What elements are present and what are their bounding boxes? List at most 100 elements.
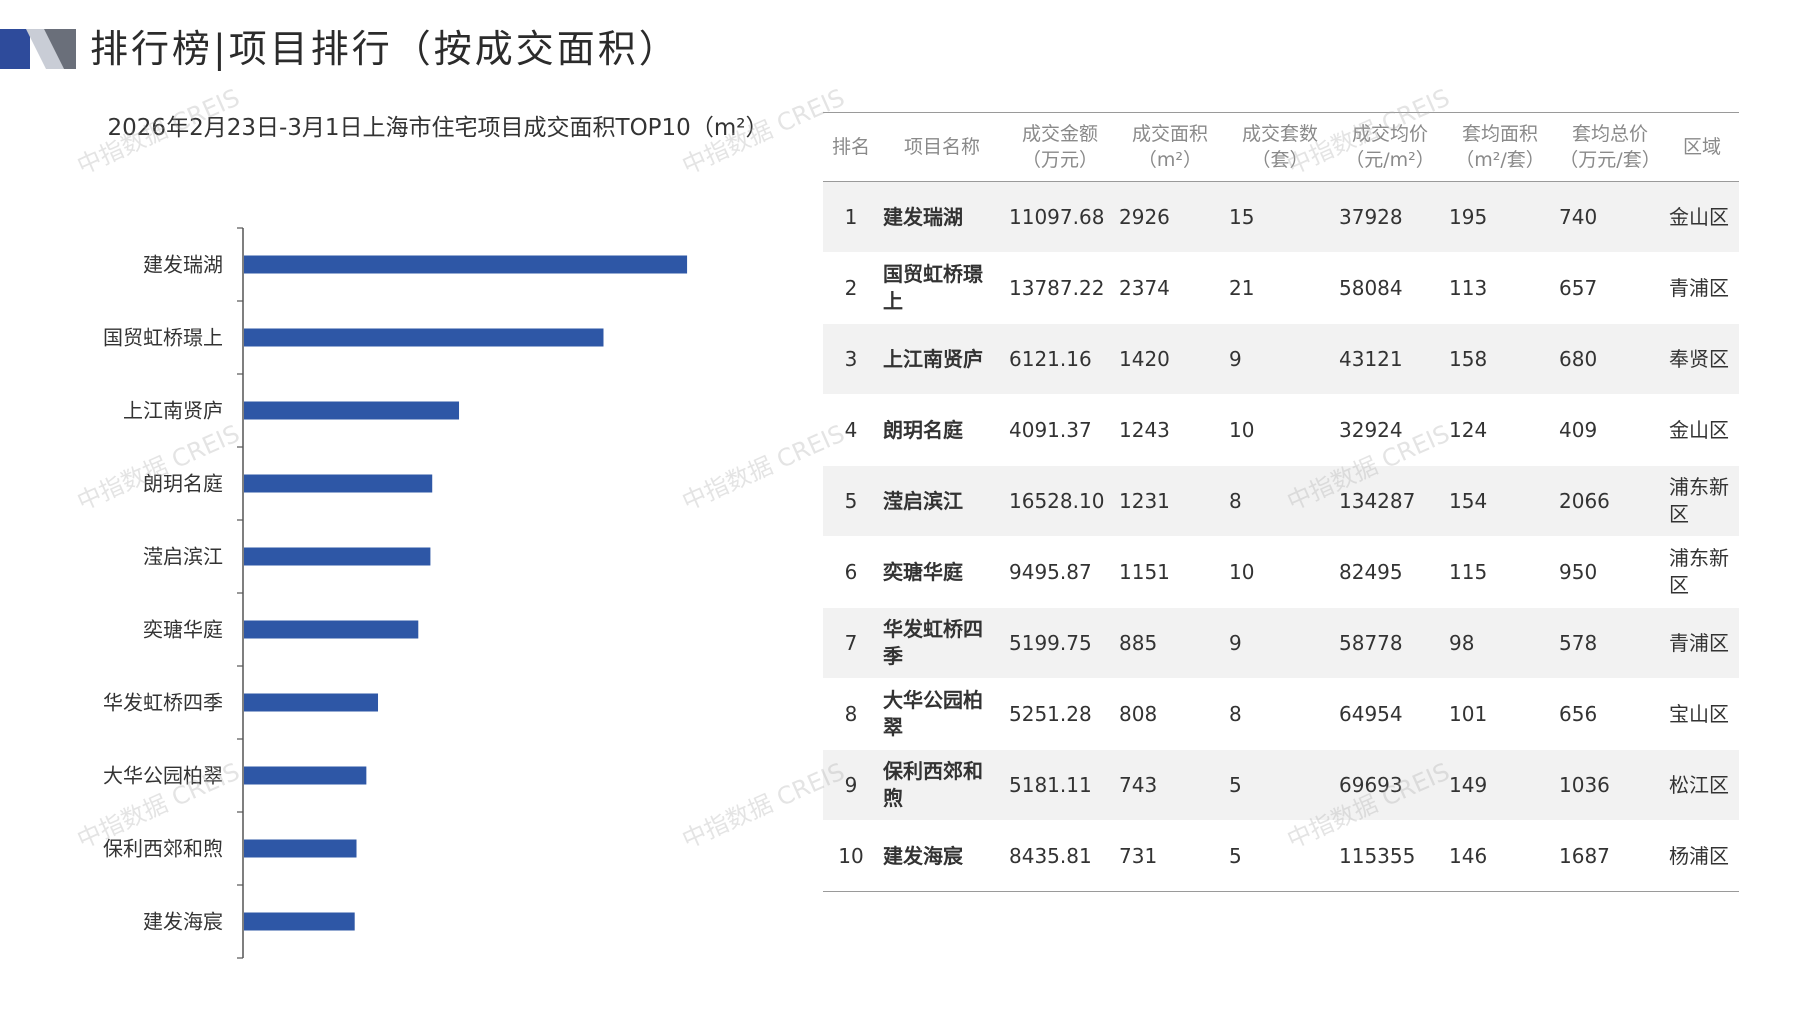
table-row: 5 滢启滨江 16528.10 1231 8 134287 154 2066 浦东新区: [823, 465, 1739, 537]
table-cell: 5181.11: [1005, 749, 1115, 821]
chart-title: 2026年2月23日-3月1日上海市住宅项目成交面积TOP10（m²）: [107, 115, 769, 141]
table-cell: 740: [1555, 181, 1665, 253]
table-cell: 158: [1445, 323, 1555, 395]
table-cell: 杨浦区: [1665, 820, 1739, 892]
table-cell: 146: [1445, 820, 1555, 892]
table-cell: 国贸虹桥璟上: [879, 252, 1005, 324]
table-cell: 950: [1555, 536, 1665, 608]
table-cell: 149: [1445, 749, 1555, 821]
table-cell: 3: [823, 323, 879, 395]
table-cell: 2926: [1115, 181, 1225, 253]
table-cell: 1243: [1115, 394, 1225, 466]
column-header: 套均面积 （m²/套）: [1455, 123, 1545, 171]
table-cell: 21: [1225, 252, 1335, 324]
table-cell: 松江区: [1665, 749, 1739, 821]
table-cell: 8: [823, 678, 879, 750]
table-cell: 8: [1225, 465, 1335, 537]
table-cell: 1036: [1555, 749, 1665, 821]
table-cell: 9: [1225, 323, 1335, 395]
table-row: 6 奕瑭华庭 9495.87 1151 10 82495 115 950 浦东新区: [823, 536, 1739, 608]
table-row: 3 上江南贤庐 6121.16 1420 9 43121 158 680 奉贤区: [823, 323, 1739, 395]
table-cell: 32924: [1335, 394, 1445, 466]
table-cell: 奕瑭华庭: [879, 536, 1005, 608]
table-cell: 37928: [1335, 181, 1445, 253]
category-label: 建发海宸: [143, 910, 223, 934]
table-cell: 58084: [1335, 252, 1445, 324]
table-cell: 101: [1445, 678, 1555, 750]
table-cell: 6: [823, 536, 879, 608]
table-cell: 154: [1445, 465, 1555, 537]
table-cell: 1151: [1115, 536, 1225, 608]
table-cell: 滢启滨江: [879, 465, 1005, 537]
table-cell: 1: [823, 181, 879, 253]
table-cell: 金山区: [1665, 394, 1739, 466]
table-cell: 409: [1555, 394, 1665, 466]
column-header: 排名: [831, 136, 870, 158]
table-row: 10 建发海宸 8435.81 731 5 115355 146 1687 杨浦区: [823, 820, 1739, 892]
table-cell: 10: [823, 820, 879, 892]
column-header: 项目名称: [903, 136, 980, 158]
table-cell: 奉贤区: [1665, 323, 1739, 395]
table-row: 8 大华公园柏翠 5251.28 808 8 64954 101 656 宝山区: [823, 678, 1739, 750]
table-cell: 建发瑞湖: [879, 181, 1005, 253]
category-label: 华发虹桥四季: [103, 691, 223, 715]
column-header: 成交均价 （元/m²）: [1345, 123, 1435, 171]
table-cell: 82495: [1335, 536, 1445, 608]
table-cell: 9: [823, 749, 879, 821]
table-row: 2 国贸虹桥璟上 13787.22 2374 21 58084 113 657 青浦区: [823, 252, 1739, 324]
table-cell: 8: [1225, 678, 1335, 750]
table-cell: 578: [1555, 607, 1665, 679]
table-cell: 青浦区: [1665, 607, 1739, 679]
table-cell: 9: [1225, 607, 1335, 679]
table-cell: 15: [1225, 181, 1335, 253]
table-cell: 5: [1225, 820, 1335, 892]
table-cell: 浦东新区: [1665, 465, 1739, 537]
bar: [244, 839, 357, 858]
bar: [244, 401, 460, 420]
table-cell: 大华公园柏翠: [879, 678, 1005, 750]
column-header: 成交面积 （m²）: [1131, 123, 1208, 171]
table-cell: 9495.87: [1005, 536, 1115, 608]
table-cell: 743: [1115, 749, 1225, 821]
table-cell: 2066: [1555, 465, 1665, 537]
table-cell: 115: [1445, 536, 1555, 608]
table-cell: 2: [823, 252, 879, 324]
bar: [244, 547, 431, 566]
table-row: 4 朗玥名庭 4091.37 1243 10 32924 124 409 金山区: [823, 394, 1739, 466]
category-label: 奕瑭华庭: [143, 618, 223, 642]
table-cell: 青浦区: [1665, 252, 1739, 324]
table-cell: 上江南贤庐: [879, 323, 1005, 395]
ranking-table: 排名 项目名称 成交金额 （万元） 成交面积 （m²） 成交套数 （套） 成交均价 （元/m²） 套…: [823, 112, 1739, 892]
table-cell: 10: [1225, 536, 1335, 608]
table-header-row: 排名 项目名称 成交金额 （万元） 成交面积 （m²） 成交套数 （套） 成交均价 （元/m²） 套…: [823, 112, 1739, 182]
category-label: 保利西郊和煦: [103, 837, 223, 861]
table-cell: 58778: [1335, 607, 1445, 679]
table-cell: 10: [1225, 394, 1335, 466]
bar: [244, 328, 604, 347]
table-cell: 13787.22: [1005, 252, 1115, 324]
bar: [244, 693, 379, 712]
table-cell: 885: [1115, 607, 1225, 679]
column-header: 成交套数 （套）: [1241, 123, 1318, 171]
bar-chart: 建发瑞湖国贸虹桥璟上上江南贤庐朗玥名庭滢启滨江奕瑭华庭华发虹桥四季大华公园柏翠保…: [103, 227, 688, 959]
table-cell: 680: [1555, 323, 1665, 395]
table-cell: 134287: [1335, 465, 1445, 537]
table-cell: 7: [823, 607, 879, 679]
table-cell: 金山区: [1665, 181, 1739, 253]
table-cell: 64954: [1335, 678, 1445, 750]
bar: [244, 766, 367, 785]
table-cell: 115355: [1335, 820, 1445, 892]
table-cell: 8435.81: [1005, 820, 1115, 892]
table-cell: 5: [823, 465, 879, 537]
table-cell: 11097.68: [1005, 181, 1115, 253]
table-cell: 4091.37: [1005, 394, 1115, 466]
table-cell: 朗玥名庭: [879, 394, 1005, 466]
table-row: 1 建发瑞湖 11097.68 2926 15 37928 195 740 金山区: [823, 181, 1739, 253]
table-cell: 124: [1445, 394, 1555, 466]
table-cell: 宝山区: [1665, 678, 1739, 750]
table-cell: 113: [1445, 252, 1555, 324]
table-cell: 5199.75: [1005, 607, 1115, 679]
page-title: 排行榜|项目排行（按成交面积）: [90, 27, 680, 71]
table-cell: 建发海宸: [879, 820, 1005, 892]
table-cell: 657: [1555, 252, 1665, 324]
